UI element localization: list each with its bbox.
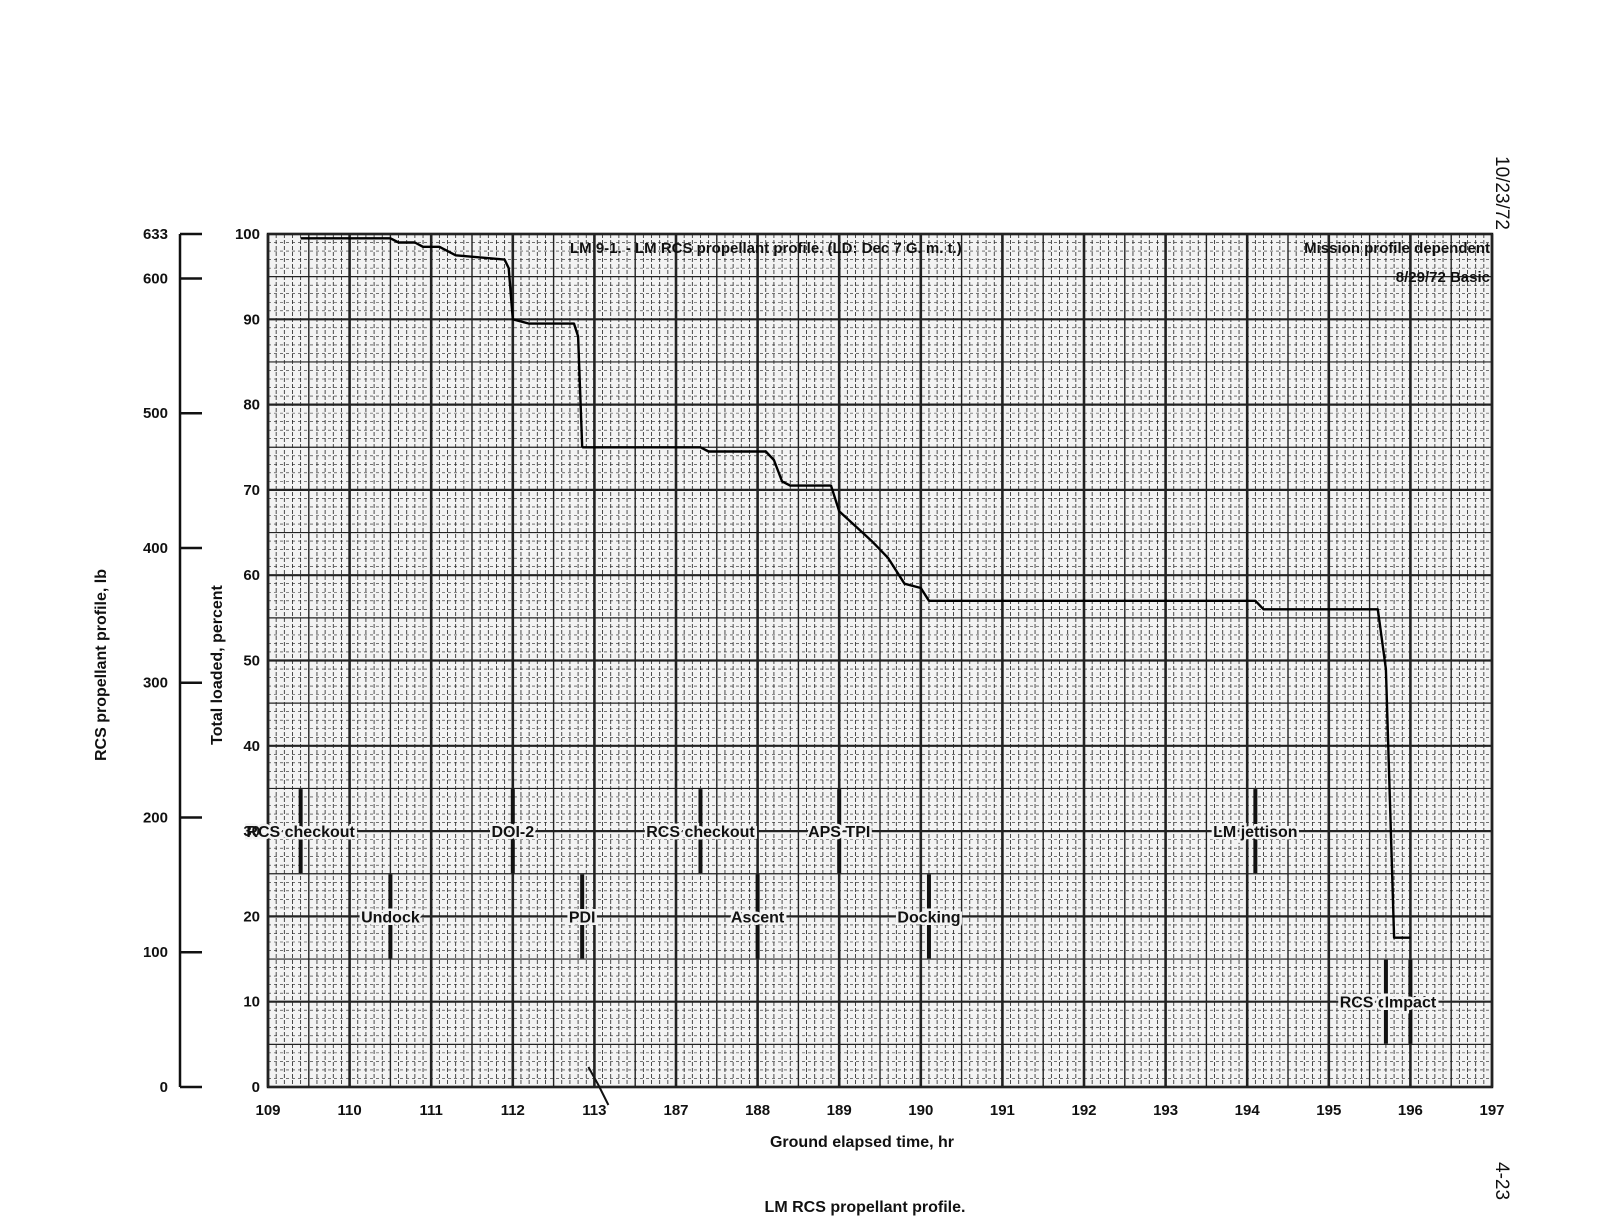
event-top-bar [1253, 789, 1258, 874]
event-mid-bar [388, 874, 393, 959]
y2-tick-label: 300 [143, 675, 168, 692]
x-tick-label: 187 [663, 1102, 688, 1119]
page-number: 4-23 [1491, 1162, 1512, 1201]
event-top-bar [510, 789, 515, 874]
x-tick-label: 111 [420, 1102, 443, 1119]
x-tick-label: 113 [582, 1102, 606, 1119]
figure-caption: LM RCS propellant profile. [765, 1199, 966, 1216]
x-tick-label: 194 [1235, 1102, 1261, 1119]
y-tick-label: 20 [243, 908, 260, 925]
corner-note-1: Mission profile dependent [1304, 240, 1490, 257]
y-axis-label: Total loaded, percent [209, 584, 226, 744]
y2-tick-label: 633 [143, 226, 168, 243]
y-tick-label: 80 [243, 397, 260, 414]
event-mid-label: Ascent [731, 909, 785, 926]
event-mid-label: Undock [361, 909, 420, 926]
chart-grid [266, 232, 1494, 1106]
side-date: 10/23/72 [1491, 156, 1512, 230]
y2-tick-label: 500 [143, 405, 168, 422]
axis-break-mark [587, 1066, 610, 1106]
event-top-label: LM jettison [1213, 824, 1297, 841]
event-low-bar [1383, 959, 1388, 1044]
y-tick-label: 30 [243, 823, 260, 840]
y-tick-label: 70 [243, 482, 260, 499]
event-low-label: Impact [1385, 995, 1437, 1012]
event-mid-bar [580, 874, 585, 959]
y-tick-label: 0 [252, 1079, 260, 1096]
event-top-label: RCS checkout [646, 824, 755, 841]
event-mid-label: PDI [569, 909, 596, 926]
event-top-bar [837, 789, 842, 874]
x-tick-label: 190 [908, 1102, 933, 1119]
series-line [300, 237, 584, 448]
event-top-label: DOI-2 [491, 824, 534, 841]
x-tick-label: 188 [745, 1102, 770, 1119]
event-top-label: APS TPI [808, 824, 870, 841]
x-tick-label: 110 [337, 1102, 361, 1119]
event-mid-bar [755, 874, 760, 959]
y-tick-label: 60 [243, 567, 260, 584]
event-top-bar [698, 789, 703, 874]
event-top-bar [298, 789, 303, 874]
series-line [676, 446, 1411, 939]
y-tick-label: 10 [243, 994, 260, 1011]
x-tick-label: 112 [501, 1102, 525, 1119]
x-tick-label: 192 [1071, 1102, 1096, 1119]
x-tick-label: 189 [827, 1102, 852, 1119]
event-mid-bar [926, 874, 931, 959]
event-low-bar [1408, 959, 1413, 1044]
chart-title: LM 9-1. - LM RCS propellant profile. (LD… [570, 240, 962, 257]
x-tick-label: 197 [1479, 1102, 1504, 1119]
y2-tick-label: 200 [143, 809, 168, 826]
y2-tick-label: 400 [143, 540, 168, 557]
y2-tick-label: 0 [160, 1079, 168, 1096]
event-mid-label: Docking [897, 909, 960, 926]
event-top-label: RCS checkout [246, 824, 355, 841]
x-tick-label: 193 [1153, 1102, 1178, 1119]
series-line-group [300, 237, 1411, 939]
x-tick-label: 195 [1316, 1102, 1341, 1119]
y2-tick-label: 100 [143, 944, 168, 961]
corner-note-2: 8/29/72 Basic [1396, 269, 1490, 286]
x-axis-label: Ground elapsed time, hr [770, 1134, 954, 1151]
y2-axis-label: RCS propellant profile, lb [93, 569, 110, 761]
tick-labels: 109 110 111 112 113 187 188 189 190 191 192 193 194 1… [143, 226, 1505, 1119]
y-tick-label: 50 [243, 653, 260, 670]
y-tick-label: 40 [243, 738, 260, 755]
event-markers: RCS checkout DOI-2 RCS checkout APS TPI LM j… [244, 789, 1439, 1044]
y-tick-label: 90 [243, 311, 260, 328]
x-tick-label: 109 [255, 1102, 280, 1119]
y-tick-label: 100 [235, 226, 260, 243]
x-tick-label: 196 [1398, 1102, 1423, 1119]
y2-tick-label: 600 [143, 270, 168, 287]
x-tick-label: 191 [990, 1102, 1015, 1119]
